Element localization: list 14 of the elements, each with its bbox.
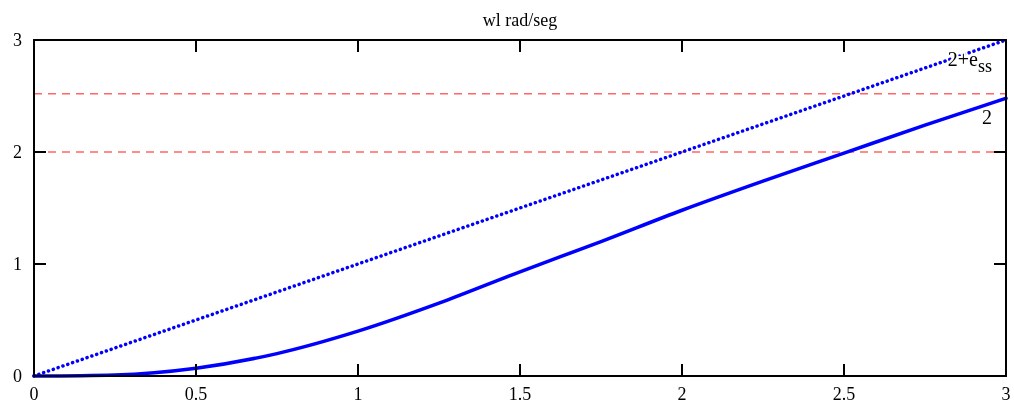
x-tick-label: 3	[1001, 384, 1011, 404]
x-tick-label: 2.5	[832, 384, 856, 404]
y-tick-label: 3	[13, 30, 22, 50]
x-tick-label: 0.5	[184, 384, 208, 404]
x-tick-label: 1.5	[508, 384, 532, 404]
x-tick-label: 2	[677, 384, 687, 404]
series-label: 2	[982, 106, 992, 129]
y-tick-label: 2	[13, 142, 22, 162]
x-tick-label: 1	[353, 384, 363, 404]
y-tick-label: 0	[13, 366, 22, 386]
y-tick-label: 1	[13, 254, 22, 274]
chart-title: wl rad/seg	[482, 10, 558, 30]
x-tick-label: 0	[29, 384, 39, 404]
series-label: 2+e$_{ss}$	[947, 48, 992, 77]
